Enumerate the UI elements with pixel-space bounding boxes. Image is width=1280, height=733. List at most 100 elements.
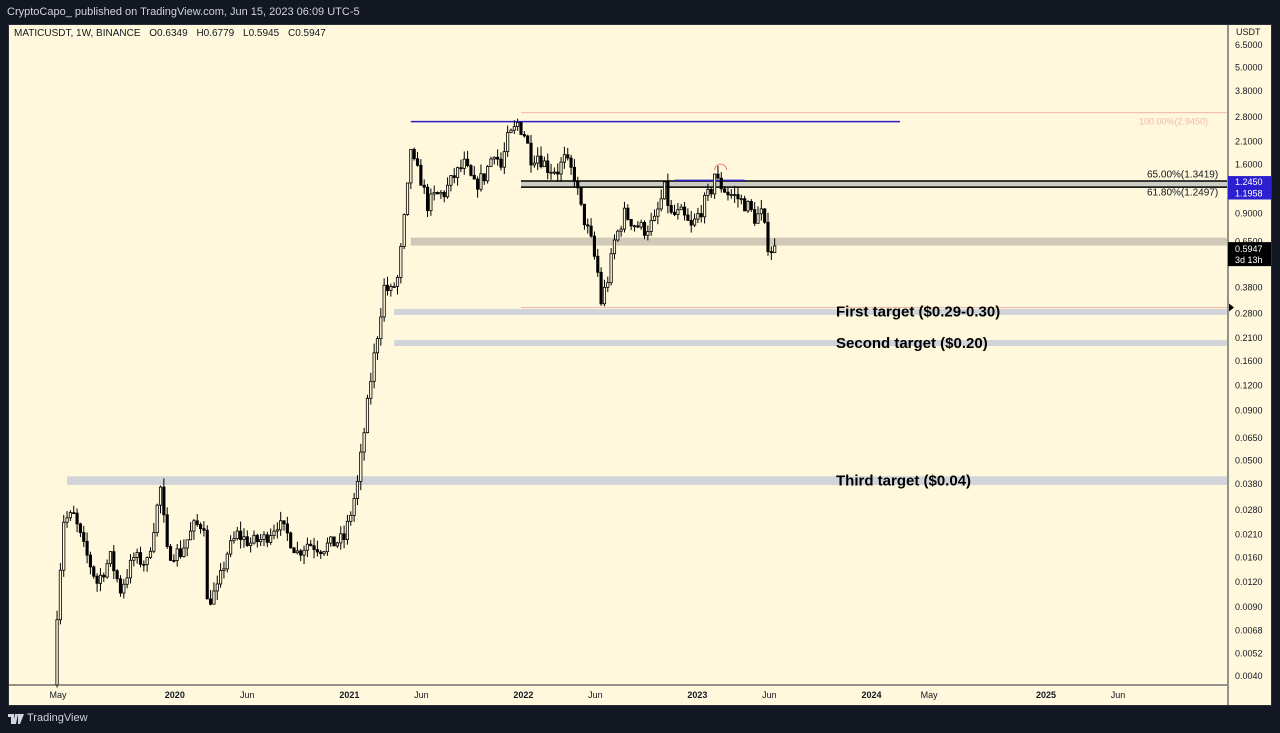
candle-body bbox=[209, 598, 213, 605]
candle-body bbox=[68, 512, 72, 519]
candle-body bbox=[749, 200, 753, 210]
candle-body bbox=[566, 154, 570, 159]
candle-body bbox=[549, 171, 553, 174]
candle-body bbox=[609, 253, 613, 284]
candle-body bbox=[58, 569, 62, 621]
candle-body bbox=[703, 195, 707, 218]
candle-body bbox=[482, 173, 486, 182]
candle-body bbox=[379, 316, 383, 340]
candle-body bbox=[162, 486, 166, 516]
chart-frame[interactable]: 100.00%(2.9450) 65.00%(1.3419) 61.80%(1.24… bbox=[8, 24, 1272, 706]
candle-body bbox=[739, 198, 743, 201]
candle-body bbox=[686, 214, 690, 221]
price-tick-label: 0.0052 bbox=[1235, 649, 1263, 659]
candle-body bbox=[75, 512, 79, 525]
candle-body bbox=[375, 338, 380, 354]
candle-body bbox=[556, 171, 560, 175]
price-tick-label: 0.0900 bbox=[1235, 405, 1263, 415]
candle-body bbox=[128, 559, 133, 579]
candle-body bbox=[506, 132, 510, 153]
candle-body bbox=[746, 200, 750, 212]
candle-body bbox=[569, 157, 573, 168]
candle-body bbox=[636, 225, 640, 228]
candle-body bbox=[372, 352, 376, 382]
price-tick-label: 0.0650 bbox=[1235, 433, 1263, 443]
candle-body bbox=[188, 530, 193, 541]
high-value: H0.6779 bbox=[196, 28, 235, 39]
candle-body bbox=[299, 550, 303, 556]
price-chart[interactable]: 100.00%(2.9450) 65.00%(1.3419) 61.80%(1.24… bbox=[9, 25, 1272, 706]
candle-body bbox=[766, 221, 770, 252]
time-tick-label: 2020 bbox=[165, 690, 185, 700]
price-tick-label: 0.0068 bbox=[1235, 626, 1263, 636]
candle-body bbox=[82, 532, 86, 542]
candle-body bbox=[682, 206, 687, 216]
candle-body bbox=[145, 557, 149, 565]
candle-body bbox=[102, 574, 106, 578]
candle-body bbox=[449, 175, 453, 186]
candle-body bbox=[596, 255, 600, 273]
candle-body bbox=[435, 192, 440, 195]
candle-body bbox=[622, 207, 627, 230]
time-tick-label: Jun bbox=[240, 690, 255, 700]
candle-body bbox=[462, 158, 466, 169]
candle-body bbox=[355, 480, 360, 499]
countdown-text: 3d 13h bbox=[1235, 255, 1263, 265]
candle-body bbox=[295, 550, 299, 554]
candle-body bbox=[345, 520, 350, 541]
time-tick-label: Jun bbox=[1111, 690, 1126, 700]
candle-body bbox=[562, 154, 566, 163]
fib-golden-zone bbox=[521, 181, 1227, 188]
candle-body bbox=[242, 536, 246, 540]
target-label: First target ($0.29-0.30) bbox=[836, 303, 1000, 320]
candle-body bbox=[659, 198, 663, 210]
candle-body bbox=[412, 148, 416, 160]
candle-body bbox=[706, 188, 710, 196]
candle-body bbox=[175, 548, 179, 561]
candle-body bbox=[362, 432, 366, 453]
candle-body bbox=[219, 570, 223, 585]
candle-body bbox=[385, 284, 390, 291]
candle-body bbox=[642, 221, 647, 236]
time-tick-label: May bbox=[49, 690, 67, 700]
candle-body bbox=[476, 178, 480, 190]
support-zone bbox=[394, 340, 1227, 347]
candle-body bbox=[693, 218, 697, 226]
candle-body bbox=[519, 122, 523, 135]
time-tick-label: May bbox=[921, 690, 939, 700]
support-zone bbox=[394, 308, 1227, 315]
candle-body bbox=[249, 542, 253, 547]
footer-bar: TradingView bbox=[0, 706, 1280, 733]
candle-body bbox=[446, 184, 450, 198]
time-tick-label: Jun bbox=[588, 690, 603, 700]
candle-body bbox=[85, 540, 89, 556]
fib-price-tag bbox=[1228, 187, 1271, 200]
candle-body bbox=[382, 284, 386, 318]
candle-body bbox=[586, 224, 590, 227]
candle-body bbox=[192, 520, 196, 532]
candle-body bbox=[582, 203, 586, 226]
candle-body bbox=[516, 122, 520, 128]
candle-body bbox=[272, 530, 276, 536]
price-tick-label: 0.0040 bbox=[1235, 671, 1263, 681]
candles-group bbox=[55, 118, 777, 688]
price-tick-label: 1.6000 bbox=[1235, 160, 1263, 170]
candle-body bbox=[389, 285, 393, 291]
candle-body bbox=[262, 534, 266, 540]
candle-body bbox=[392, 285, 396, 288]
candle-body bbox=[672, 211, 677, 215]
price-tick-label: 2.8000 bbox=[1235, 112, 1263, 122]
candle-body bbox=[626, 207, 630, 220]
candle-body bbox=[432, 192, 436, 195]
candle-body bbox=[55, 619, 59, 686]
candle-body bbox=[122, 583, 126, 594]
target-label: Third target ($0.04) bbox=[836, 472, 971, 489]
candle-body bbox=[572, 166, 576, 182]
candle-body bbox=[115, 570, 119, 580]
price-tick-label: 0.2100 bbox=[1235, 333, 1263, 343]
candle-body bbox=[205, 529, 209, 600]
candle-body bbox=[509, 129, 513, 134]
price-tick-label: 0.3800 bbox=[1235, 282, 1263, 292]
price-tick-label: 3.8000 bbox=[1235, 86, 1263, 96]
